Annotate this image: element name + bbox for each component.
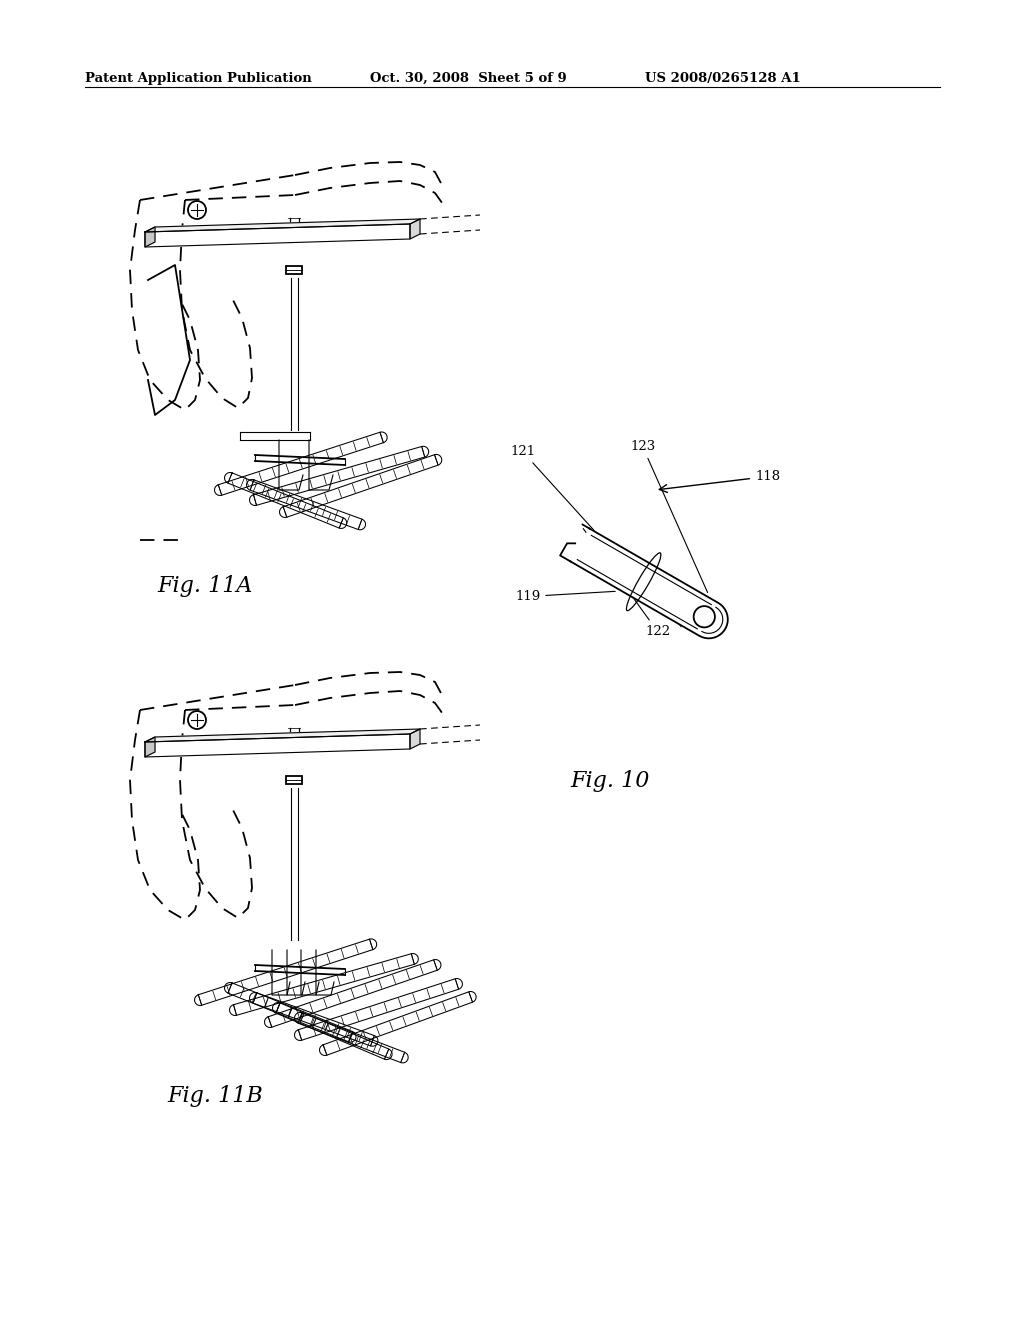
Text: 119: 119 bbox=[515, 590, 615, 603]
Polygon shape bbox=[145, 737, 155, 756]
Bar bbox=[286, 776, 302, 784]
Text: 118: 118 bbox=[659, 470, 780, 492]
Text: Patent Application Publication: Patent Application Publication bbox=[85, 73, 311, 84]
Text: Fig. 11B: Fig. 11B bbox=[167, 1085, 263, 1107]
Bar bbox=[286, 265, 302, 275]
Polygon shape bbox=[145, 227, 155, 247]
Polygon shape bbox=[410, 219, 420, 239]
Polygon shape bbox=[570, 528, 728, 639]
Polygon shape bbox=[145, 729, 420, 742]
Text: 123: 123 bbox=[630, 440, 708, 593]
Polygon shape bbox=[145, 224, 410, 247]
Text: Oct. 30, 2008  Sheet 5 of 9: Oct. 30, 2008 Sheet 5 of 9 bbox=[370, 73, 566, 84]
Polygon shape bbox=[145, 219, 420, 232]
Text: US 2008/0265128 A1: US 2008/0265128 A1 bbox=[645, 73, 801, 84]
Text: Fig. 11A: Fig. 11A bbox=[158, 576, 253, 597]
Text: 121: 121 bbox=[510, 445, 681, 627]
Polygon shape bbox=[410, 729, 420, 748]
Text: 122: 122 bbox=[584, 528, 670, 638]
Polygon shape bbox=[145, 734, 410, 756]
Text: Fig. 10: Fig. 10 bbox=[570, 770, 649, 792]
